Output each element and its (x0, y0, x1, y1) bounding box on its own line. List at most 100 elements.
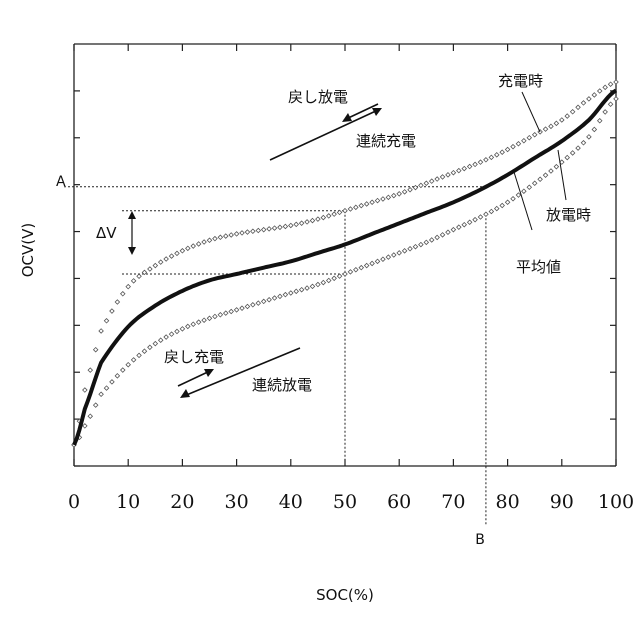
y-axis-title: OCV(V) (19, 223, 37, 278)
data-point (83, 388, 87, 392)
data-point (511, 197, 515, 201)
data-point (495, 153, 499, 157)
data-point (478, 215, 482, 219)
data-point (159, 338, 163, 342)
point-b-label: B (475, 532, 485, 548)
x-tick-label: 40 (279, 491, 303, 513)
data-point (299, 221, 303, 225)
data-point (522, 189, 526, 193)
data-point (126, 284, 130, 288)
label-back-charge: 戻し充電 (164, 348, 224, 366)
data-point (430, 179, 434, 183)
data-point (543, 127, 547, 131)
data-point (164, 257, 168, 261)
data-point (104, 386, 108, 390)
top-direction-arrows: 戻し放電 連続充電 (270, 88, 416, 160)
data-point (99, 392, 103, 396)
data-point (299, 288, 303, 292)
data-point (614, 80, 618, 84)
data-point (229, 309, 233, 313)
data-point (159, 260, 163, 264)
x-tick-label: 70 (441, 491, 465, 513)
data-point (505, 147, 509, 151)
data-point (213, 314, 217, 318)
data-point (251, 229, 255, 233)
data-point (153, 263, 157, 267)
x-tick-label: 90 (550, 491, 574, 513)
legend-label-discharge: 放電時 (546, 206, 591, 224)
data-point (364, 263, 368, 267)
x-tick-label: 50 (333, 491, 357, 513)
data-point (240, 306, 244, 310)
data-point (104, 319, 108, 323)
x-tick-label: 20 (170, 491, 194, 513)
data-point (224, 311, 228, 315)
data-point (392, 253, 396, 257)
data-point (327, 278, 331, 282)
data-point (343, 208, 347, 212)
data-point (245, 304, 249, 308)
data-point (88, 414, 92, 418)
data-point (603, 110, 607, 114)
x-tick-label: 30 (225, 491, 249, 513)
data-point (148, 345, 152, 349)
data-point (93, 403, 97, 407)
data-point (121, 292, 125, 296)
data-point (245, 230, 249, 234)
data-point (115, 374, 119, 378)
data-point (343, 272, 347, 276)
x-axis-title: SOC(%) (316, 586, 374, 604)
data-point (397, 192, 401, 196)
data-point (359, 203, 363, 207)
data-point (88, 368, 92, 372)
data-point (440, 233, 444, 237)
data-point (457, 168, 461, 172)
data-point (278, 294, 282, 298)
data-point (375, 198, 379, 202)
data-point (527, 136, 531, 140)
data-point (148, 267, 152, 271)
data-point (484, 158, 488, 162)
delta-v-marker: ΔV (96, 211, 136, 255)
data-point (213, 236, 217, 240)
data-point (83, 424, 87, 428)
data-point (478, 160, 482, 164)
data-point (207, 238, 211, 242)
data-point (321, 280, 325, 284)
data-point (289, 223, 293, 227)
data-point (121, 368, 125, 372)
data-point (278, 225, 282, 229)
data-point (614, 97, 618, 101)
data-point (587, 135, 591, 139)
data-point (251, 303, 255, 307)
delta-v-label: ΔV (96, 224, 117, 242)
data-point (202, 240, 206, 244)
data-point (337, 274, 341, 278)
data-point (527, 185, 531, 189)
data-point (115, 300, 119, 304)
data-point (386, 195, 390, 199)
data-point (316, 217, 320, 221)
data-point (489, 209, 493, 213)
data-point (402, 249, 406, 253)
data-point (608, 82, 612, 86)
label-continuous-discharge: 連続放電 (252, 376, 312, 394)
guide-lines (64, 187, 486, 526)
data-point (126, 363, 130, 367)
x-tick-label: 10 (116, 491, 140, 513)
data-point (381, 197, 385, 201)
data-point (570, 110, 574, 114)
data-point (381, 257, 385, 261)
point-a-label: A (56, 174, 66, 190)
data-point (608, 102, 612, 106)
data-point (495, 206, 499, 210)
data-point (549, 124, 553, 128)
data-point (446, 173, 450, 177)
data-point (262, 299, 266, 303)
data-point (234, 232, 238, 236)
data-point (283, 292, 287, 296)
data-point (473, 162, 477, 166)
data-point (169, 254, 173, 258)
x-tick-label: 80 (496, 491, 520, 513)
data-point (581, 141, 585, 145)
